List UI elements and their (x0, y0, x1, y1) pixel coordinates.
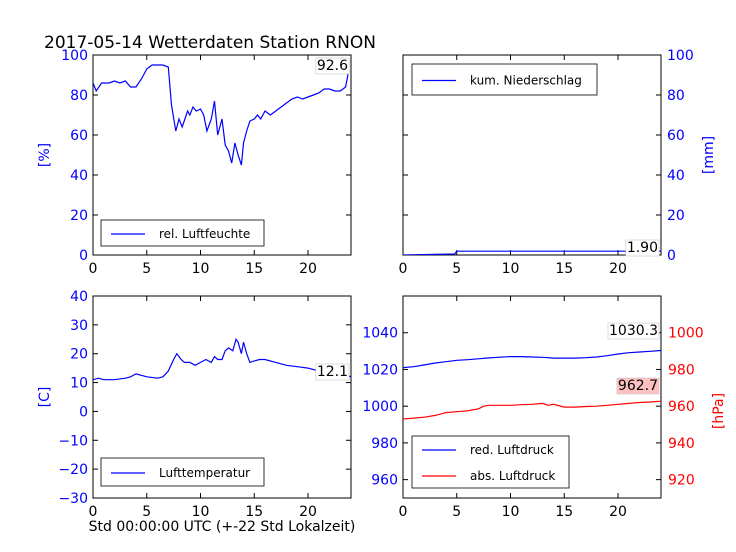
legend-entry: rel. Luftfeuchte (159, 227, 250, 241)
y-tick-label: 0 (667, 248, 676, 264)
y-tick-label: −10 (58, 433, 88, 449)
x-tick-label: 10 (502, 504, 520, 520)
x-tick-label: 15 (555, 261, 573, 277)
legend: Lufttemperatur (100, 457, 265, 487)
value-label-box (315, 57, 350, 75)
legend-entry: red. Luftdruck (470, 443, 554, 457)
panel-bottom-right: 0 5 10 15 20 960 980 1000 1020 1040 920 940 960 980 10… (362, 295, 727, 520)
y2-tick-label: 960 (668, 399, 695, 415)
x-tick-label: 0 (89, 261, 98, 277)
y-axis-label: [%] (37, 143, 53, 167)
x-tick-label: 15 (245, 504, 263, 520)
x-tick-label: 20 (609, 504, 627, 520)
y-tick-label: 60 (667, 128, 685, 144)
plot-frame (402, 54, 662, 256)
y-tick-label: 1000 (362, 399, 398, 415)
y-tick-label: 960 (371, 473, 398, 489)
y2-tick-label: 1000 (668, 326, 704, 342)
y-tick-label: 40 (70, 168, 88, 184)
last-value-label: 92.6 (315, 57, 350, 75)
value-label-text: 1030.3 (609, 323, 658, 339)
y2-tick-label: 980 (668, 362, 695, 378)
x-tick-label: 5 (142, 504, 151, 520)
x-tick-label: 0 (89, 504, 98, 520)
series-line-rel-luftfeuchte (93, 64, 350, 166)
y-tick-label: 30 (70, 318, 88, 334)
x-tick-label: 15 (555, 504, 573, 520)
panel-bottom-left: 0 5 10 15 20 −30 −20 −10 0 10 20 30 40 [C] Lufttempera… (37, 289, 352, 520)
x-tick-label: 20 (609, 261, 627, 277)
last-value-label: 1.90 (625, 239, 660, 257)
y-axis-label: [mm] (701, 136, 717, 174)
x-axis-label: Std 00:00:00 UTC (+-22 Std Lokalzeit) (89, 519, 356, 535)
y-tick-label: 20 (70, 347, 88, 363)
plot-frame (92, 295, 352, 499)
y-axis-label: [C] (37, 387, 53, 408)
legend: rel. Luftfeuchte (100, 219, 265, 247)
series-line-kum-niederschlag (403, 250, 661, 255)
y-tick-label: −30 (58, 491, 88, 507)
y-tick-label: 100 (61, 48, 88, 64)
plot-frame (92, 54, 352, 256)
legend: red. Luftdruck abs. Luftdruck (411, 435, 570, 489)
value-label-box (607, 322, 660, 340)
x-tick-label: 5 (452, 261, 461, 277)
y2-axis-label: [hPa] (711, 393, 727, 429)
last-value-label: 962.7 (616, 377, 660, 395)
x-tick-label: 10 (192, 504, 210, 520)
y-tick-label: 1040 (362, 326, 398, 342)
value-label-box (616, 377, 660, 395)
series-line-red-luftdruck (403, 349, 661, 369)
x-tick-label: 0 (399, 504, 408, 520)
value-label-text: 92.6 (317, 58, 348, 74)
x-tick-label: 20 (299, 261, 317, 277)
y-tick-label: 80 (70, 88, 88, 104)
y-tick-label: 40 (667, 168, 685, 184)
value-label-text: 1.90 (627, 240, 658, 256)
value-label-text: 12.1 (317, 364, 348, 380)
chart-title: 2017-05-14 Wetterdaten Station RNON (44, 33, 376, 53)
legend-box (100, 219, 265, 247)
y-tick-label: 80 (667, 88, 685, 104)
last-value-label: 1030.3 (607, 322, 660, 340)
y-tick-label: 10 (70, 376, 88, 392)
x-tick-label: 5 (452, 504, 461, 520)
legend-box (411, 435, 570, 489)
legend-entry: Lufttemperatur (159, 466, 250, 480)
legend: kum. Niederschlag (411, 63, 598, 96)
y-tick-label: 0 (79, 248, 88, 264)
legend-entry: kum. Niederschlag (470, 74, 582, 88)
x-tick-label: 15 (245, 261, 263, 277)
panel-top-right: 0 5 10 15 20 0 20 40 60 80 100 [mm] kum. Niederschla… (399, 48, 717, 277)
y-tick-label: 20 (667, 208, 685, 224)
panel-top-left: 0 5 10 15 20 0 20 40 60 80 100 [%] rel. Luftfeuchte 9… (37, 48, 352, 277)
y-tick-label: 20 (70, 208, 88, 224)
series-line-lufttemperatur (93, 337, 351, 381)
value-label-box (625, 239, 660, 257)
legend-box (100, 457, 265, 487)
series-line-abs-luftdruck (403, 400, 661, 420)
value-label-box (315, 363, 350, 381)
legend-entry: abs. Luftdruck (470, 469, 555, 483)
y-tick-label: 100 (667, 48, 694, 64)
last-value-label: 12.1 (315, 363, 350, 381)
y-tick-label: 40 (70, 289, 88, 305)
y2-tick-label: 940 (668, 436, 695, 452)
x-tick-label: 20 (299, 504, 317, 520)
y-tick-label: 60 (70, 128, 88, 144)
x-tick-label: 10 (192, 261, 210, 277)
value-label-text: 962.7 (618, 378, 658, 394)
x-tick-label: 10 (502, 261, 520, 277)
y-tick-label: −20 (58, 462, 88, 478)
x-tick-label: 0 (399, 261, 408, 277)
y2-tick-label: 920 (668, 473, 695, 489)
legend-box (411, 63, 598, 96)
plot-frame (402, 295, 662, 499)
y-tick-label: 980 (371, 436, 398, 452)
y-tick-label: 1020 (362, 362, 398, 378)
y-tick-label: 0 (79, 404, 88, 420)
x-tick-label: 5 (142, 261, 151, 277)
